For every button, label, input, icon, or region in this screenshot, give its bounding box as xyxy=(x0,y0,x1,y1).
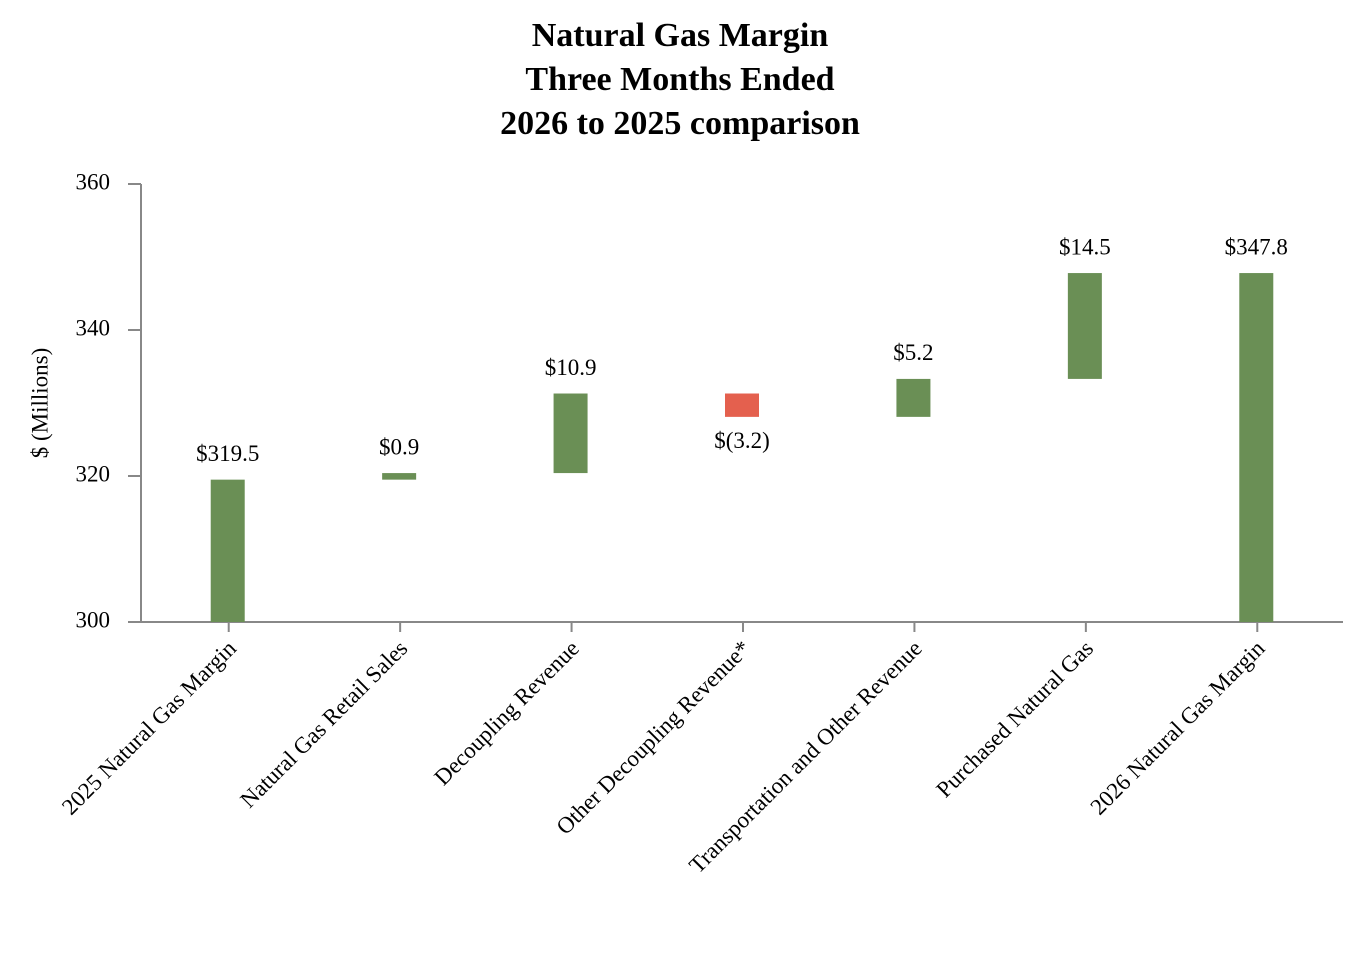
value-label: $5.2 xyxy=(893,340,933,365)
bar xyxy=(725,393,759,417)
bar xyxy=(382,473,417,480)
value-label: $0.9 xyxy=(379,434,419,459)
bar xyxy=(1067,273,1102,379)
bar xyxy=(210,479,245,622)
y-tick-label: 320 xyxy=(76,461,111,486)
y-tick-label: 300 xyxy=(76,607,111,632)
x-tick-label: Other Decoupling Revenue* xyxy=(552,636,756,840)
chart-title: Natural Gas Margin xyxy=(532,17,829,54)
x-tick-label: 2025 Natural Gas Margin xyxy=(57,635,241,819)
y-tick-label: 340 xyxy=(76,315,111,340)
bar xyxy=(896,378,931,417)
value-label: $10.9 xyxy=(545,355,597,380)
y-tick-label: 360 xyxy=(76,169,111,194)
x-tick-label: Decoupling Revenue xyxy=(429,636,584,791)
bar xyxy=(1239,273,1274,622)
value-label: $319.5 xyxy=(196,441,259,466)
x-tick-label: Purchased Natural Gas xyxy=(931,636,1098,803)
x-tick-label: Natural Gas Retail Sales xyxy=(235,636,412,813)
bar xyxy=(553,393,588,474)
value-label: $14.5 xyxy=(1059,234,1111,259)
x-tick-label: 2026 Natural Gas Margin xyxy=(1086,635,1270,819)
value-label: $347.8 xyxy=(1225,234,1288,259)
chart-title: Three Months Ended xyxy=(525,61,834,98)
y-axis-label: $ (Millions) xyxy=(27,348,52,459)
chart-title: 2026 to 2025 comparison xyxy=(500,105,860,142)
value-label: $(3.2) xyxy=(714,428,770,453)
